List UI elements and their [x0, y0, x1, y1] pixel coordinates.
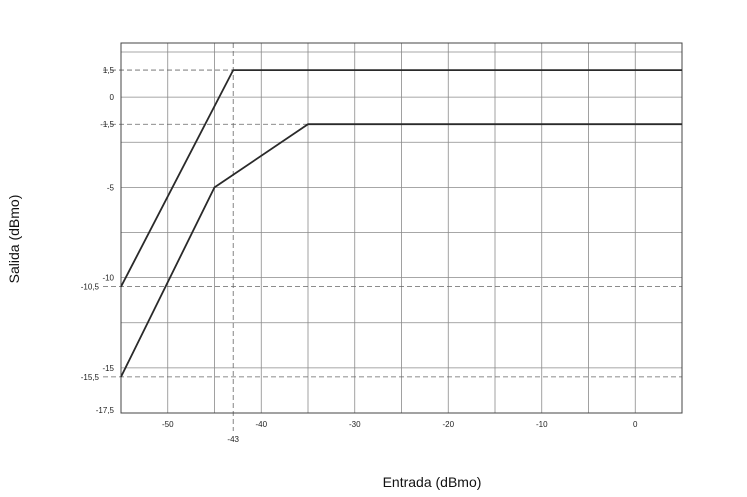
y-tick-label: 1,5	[103, 66, 115, 75]
y-tick-label: -15,5	[81, 373, 100, 382]
series-line-2	[120, 123, 682, 378]
y-tick-label: -10,5	[81, 283, 100, 292]
y-tick-label: -1,5	[100, 120, 114, 129]
y-tick-label: -17,5	[96, 406, 115, 415]
series-group	[120, 69, 682, 378]
plot-border	[120, 42, 683, 414]
x-tick-label: -43	[227, 435, 239, 444]
x-axis-title: Entrada (dBmo)	[383, 474, 482, 490]
x-tick-label: -30	[349, 420, 361, 429]
y-tick-label: -5	[107, 183, 115, 192]
x-tick-label: -40	[255, 420, 267, 429]
y-tick-label: 0	[110, 93, 115, 102]
x-tick-label: -10	[536, 420, 548, 429]
y-tick-label: -15	[102, 364, 114, 373]
y-tick-label: -10	[102, 274, 114, 283]
x-tick-label: -20	[442, 420, 454, 429]
series-line-1	[120, 69, 682, 288]
x-tick-label: -50	[162, 420, 174, 429]
x-tick-label: 0	[633, 420, 638, 429]
plot-frame	[120, 42, 683, 414]
y-axis-title: Salida (dBmo)	[6, 195, 22, 284]
tick-labels: -50-43-40 -30 -20 -10 01,50-1,5-5-10-10,5-15…	[81, 66, 638, 444]
